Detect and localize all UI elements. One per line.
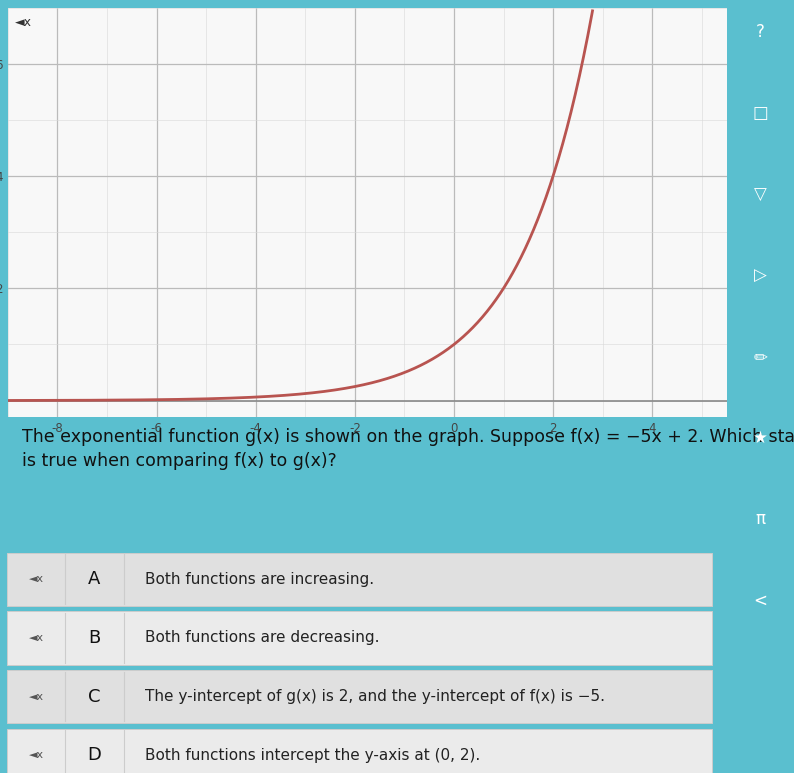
Text: Both functions are increasing.: Both functions are increasing. bbox=[145, 572, 375, 587]
Text: ★: ★ bbox=[753, 429, 768, 447]
FancyBboxPatch shape bbox=[7, 611, 712, 665]
Text: Both functions intercept the y-axis at (0, 2).: Both functions intercept the y-axis at (… bbox=[145, 747, 480, 763]
Text: ◄x: ◄x bbox=[29, 633, 44, 643]
Text: ◄x: ◄x bbox=[29, 751, 44, 760]
Text: The exponential function g(x) is shown on the graph. Suppose f(x) = −5x + 2. Whi: The exponential function g(x) is shown o… bbox=[21, 428, 794, 470]
Text: B: B bbox=[88, 629, 101, 647]
Text: D: D bbox=[87, 746, 102, 764]
FancyBboxPatch shape bbox=[7, 553, 712, 606]
Text: ▷: ▷ bbox=[754, 267, 767, 284]
Text: The y-intercept of g(x) is 2, and the y-intercept of f(x) is −5.: The y-intercept of g(x) is 2, and the y-… bbox=[145, 689, 605, 704]
Text: Both functions are decreasing.: Both functions are decreasing. bbox=[145, 630, 380, 645]
FancyBboxPatch shape bbox=[7, 670, 712, 724]
Text: ?: ? bbox=[756, 23, 765, 41]
Text: ◄x: ◄x bbox=[15, 16, 32, 29]
Text: <: < bbox=[754, 591, 767, 609]
Text: ▽: ▽ bbox=[754, 186, 767, 203]
Text: □: □ bbox=[753, 104, 768, 122]
Text: ◄x: ◄x bbox=[29, 692, 44, 702]
Text: ✏: ✏ bbox=[754, 348, 767, 366]
Text: C: C bbox=[88, 687, 101, 706]
FancyBboxPatch shape bbox=[7, 728, 712, 773]
Text: π: π bbox=[755, 510, 765, 528]
Text: ◄x: ◄x bbox=[29, 574, 44, 584]
Text: A: A bbox=[88, 570, 101, 588]
